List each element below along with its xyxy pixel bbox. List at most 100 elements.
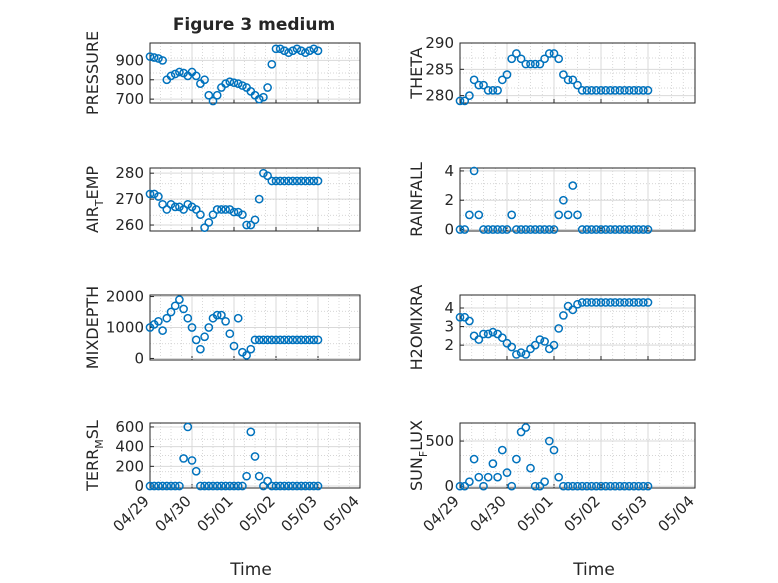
data-point	[254, 471, 264, 481]
data-point	[301, 176, 310, 186]
data-point	[507, 54, 517, 64]
y-axis-label: THETA	[407, 47, 426, 99]
data-point	[229, 341, 239, 351]
data-point	[573, 80, 582, 90]
data-point	[479, 481, 488, 491]
data-point	[497, 225, 507, 234]
x-tick-label: 05/02	[561, 492, 604, 535]
data-point	[212, 205, 222, 214]
data-point	[162, 313, 172, 323]
y-tick-label: 280	[115, 164, 144, 182]
data-point	[497, 75, 507, 85]
data-point	[568, 181, 578, 190]
data-point	[288, 176, 298, 186]
data-point	[474, 80, 484, 90]
data-point	[149, 53, 159, 62]
data-point	[154, 481, 163, 491]
axes-box	[459, 294, 696, 361]
data-point	[166, 307, 176, 317]
data-point	[540, 477, 549, 487]
data-point	[549, 225, 559, 234]
data-point	[563, 75, 573, 85]
data-point	[601, 481, 611, 491]
data-point	[221, 205, 230, 214]
data-point	[292, 44, 302, 54]
data-point	[271, 176, 281, 186]
data-point	[271, 481, 281, 491]
data-point	[488, 225, 498, 234]
data-point	[179, 304, 188, 314]
x-tick-label: 05/04	[320, 492, 363, 535]
data-point	[582, 225, 592, 234]
data-point	[267, 176, 277, 186]
data-point	[305, 481, 314, 491]
data-point	[301, 335, 310, 345]
data-point	[217, 310, 226, 320]
data-point	[217, 205, 226, 214]
data-point	[620, 298, 629, 307]
data-point	[296, 46, 306, 56]
y-axis-label: TERRMSL	[83, 420, 106, 492]
data-point	[610, 86, 620, 95]
y-tick-label: 290	[425, 34, 454, 52]
data-point	[233, 79, 243, 88]
data-point	[187, 456, 197, 465]
y-tick-label: 270	[115, 190, 144, 208]
data-point	[629, 481, 639, 491]
data-point	[284, 335, 293, 345]
y-tick-label: 2	[444, 336, 454, 354]
x-tick-label: 05/03	[278, 492, 321, 535]
x-axis-label-left: Time	[229, 560, 272, 580]
data-point	[549, 340, 559, 350]
data-point	[483, 472, 493, 482]
data-point	[275, 335, 285, 345]
data-point	[535, 481, 545, 491]
data-point	[254, 94, 264, 104]
data-point	[493, 86, 502, 95]
data-point	[587, 481, 596, 491]
data-point	[610, 298, 620, 307]
data-point	[259, 481, 268, 491]
data-series	[455, 166, 653, 234]
data-point	[643, 225, 653, 234]
data-point	[271, 44, 281, 54]
data-point	[158, 56, 167, 65]
data-point	[549, 445, 559, 455]
axes-box	[459, 42, 696, 104]
data-point	[170, 202, 180, 212]
data-point	[212, 310, 222, 320]
data-point	[568, 75, 578, 85]
data-point	[507, 342, 517, 352]
y-tick-label: 600	[115, 418, 144, 436]
data-point	[225, 329, 235, 339]
data-point	[166, 71, 176, 81]
data-point	[568, 481, 578, 491]
data-point	[305, 335, 314, 345]
data-point	[629, 298, 639, 307]
axes-box	[149, 42, 361, 104]
data-point	[554, 210, 564, 220]
y-axis-label: AIRTEMP	[83, 166, 106, 233]
data-point	[540, 337, 549, 346]
data-point	[540, 225, 549, 234]
data-point	[191, 205, 201, 214]
data-point	[591, 225, 601, 234]
data-point	[465, 316, 474, 326]
y-tick-label: 2	[444, 191, 454, 209]
data-point	[145, 481, 155, 491]
data-point	[601, 86, 611, 95]
data-point	[629, 86, 639, 95]
data-point	[196, 210, 205, 220]
data-point	[309, 335, 319, 345]
y-tick-label: 4	[444, 162, 454, 180]
y-axis-label-subscript: F	[417, 451, 430, 457]
y-tick-label: 400	[115, 438, 144, 456]
y-tick-label: 200	[115, 457, 144, 475]
data-point	[512, 49, 521, 58]
data-point	[582, 298, 592, 307]
data-point	[610, 225, 620, 234]
y-axis-label-main: MIXDEPTH	[83, 286, 102, 369]
data-point	[313, 46, 323, 56]
data-point	[544, 225, 554, 234]
